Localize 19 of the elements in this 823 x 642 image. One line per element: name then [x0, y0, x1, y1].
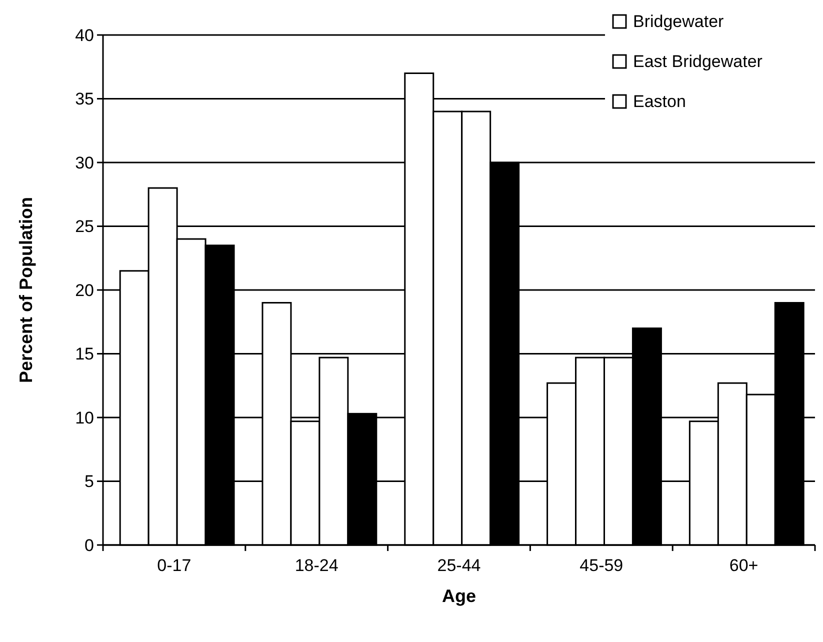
legend-label: Bridgewater: [633, 12, 724, 31]
y-tick-label: 40: [75, 26, 94, 45]
x-tick-label: 45-59: [580, 556, 624, 575]
y-tick-label: 15: [75, 344, 94, 364]
y-tick-label: 30: [75, 153, 94, 172]
x-tick-label: 25-44: [437, 556, 481, 575]
y-tick-label: 0: [84, 536, 94, 555]
x-tick-label: 60+: [729, 556, 758, 575]
y-tick-label: 35: [75, 90, 94, 109]
y-tick-label: 10: [75, 408, 94, 428]
y-axis-title: Percent of Population: [16, 196, 36, 384]
legend-label: East Bridgewater: [633, 52, 763, 71]
x-tick-label: 18-24: [294, 556, 338, 575]
legend-label: Easton: [633, 92, 686, 111]
y-tick-label: 25: [75, 217, 94, 236]
x-tick-label: 0-17: [157, 556, 192, 575]
y-tick-label: 20: [75, 280, 94, 300]
y-tick-label: 5: [84, 472, 94, 492]
x-axis-title: Age: [442, 586, 476, 606]
